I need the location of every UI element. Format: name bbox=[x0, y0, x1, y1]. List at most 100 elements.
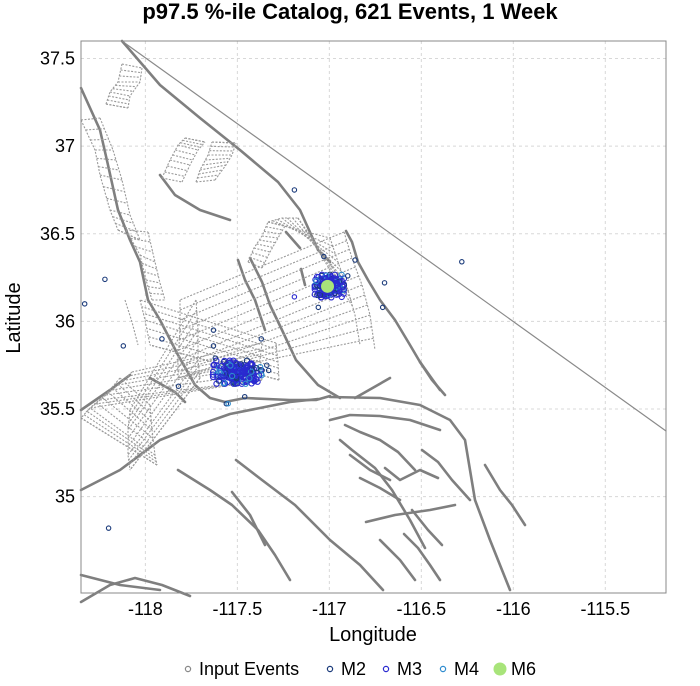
x-axis-ticks: -118 -117.5 -117 -116.5 -116 -115.5 bbox=[128, 599, 630, 619]
event-point-m3 bbox=[238, 368, 245, 375]
fault-zone-rung bbox=[80, 417, 158, 466]
x-axis-label: Longitude bbox=[329, 624, 417, 646]
fault-zone-rung bbox=[179, 231, 345, 301]
legend-marker-input-events bbox=[184, 665, 192, 673]
fault-zone-rung bbox=[99, 379, 263, 401]
event-point-m2 bbox=[264, 362, 270, 368]
fault-zone-rung bbox=[128, 319, 198, 424]
fault-zone-rung bbox=[127, 359, 199, 456]
fault-zone-rung bbox=[141, 262, 157, 270]
event-point-m3 bbox=[318, 271, 326, 278]
event-point-m3 bbox=[214, 374, 221, 381]
fault-zone-rung bbox=[109, 91, 131, 97]
fault-line bbox=[483, 463, 527, 527]
event-point-m2 bbox=[175, 383, 182, 389]
fault-zone-rung bbox=[125, 229, 149, 233]
fault-line bbox=[299, 267, 307, 287]
fault-zone-edge bbox=[161, 137, 186, 179]
fault-line bbox=[410, 508, 444, 547]
fault-zone-edge bbox=[127, 409, 131, 471]
boundary-line bbox=[121, 40, 667, 432]
fault-zone-rung bbox=[172, 154, 193, 161]
fault-zone-rung bbox=[108, 95, 130, 101]
fault-zone-rung bbox=[253, 247, 271, 253]
fault-line bbox=[358, 476, 402, 502]
event-point-m4 bbox=[246, 375, 253, 382]
fault-zone-edge bbox=[261, 225, 286, 269]
event-point-m2 bbox=[81, 301, 88, 307]
fault-zone-rung bbox=[247, 261, 263, 269]
event-point-m2 bbox=[331, 289, 338, 297]
event-point-m2 bbox=[459, 259, 465, 265]
fault-zone-rung bbox=[127, 348, 262, 377]
fault-zone-rung bbox=[199, 164, 227, 171]
event-point-m2 bbox=[344, 273, 351, 279]
fault-zone-rung bbox=[167, 165, 188, 172]
legend-label: M2 bbox=[341, 659, 366, 679]
event-point-m4 bbox=[313, 278, 320, 285]
fault-zone-rung bbox=[122, 353, 261, 382]
y-tick-label: 37.5 bbox=[40, 49, 75, 69]
event-points bbox=[81, 187, 465, 531]
event-point-m4 bbox=[225, 400, 231, 407]
fault-zone-rung bbox=[249, 256, 265, 264]
fault-zone-rung bbox=[107, 391, 153, 431]
grid-lines bbox=[81, 41, 666, 593]
fault-zone-rung bbox=[115, 382, 152, 414]
fault-zone-rung bbox=[128, 309, 198, 417]
event-point-m3 bbox=[339, 283, 347, 291]
event-point-m2 bbox=[223, 400, 230, 407]
fault-line bbox=[284, 230, 302, 250]
fault-line bbox=[234, 458, 385, 592]
fault-zone-rung bbox=[127, 339, 199, 439]
legend-marker-m2 bbox=[326, 665, 334, 673]
fault-zone-rung bbox=[105, 103, 129, 109]
event-point-m3 bbox=[242, 364, 250, 371]
event-point-m2 bbox=[291, 187, 298, 193]
fault-zone-rung bbox=[111, 366, 261, 391]
fault-zone-rung bbox=[149, 292, 164, 295]
fault-zone-rung bbox=[198, 169, 223, 175]
fault-zone-rung bbox=[211, 141, 237, 144]
fault-zone-rung bbox=[127, 329, 199, 431]
event-point-m2 bbox=[210, 343, 217, 349]
fault-zone-rung bbox=[121, 63, 143, 69]
fault-zone-edge bbox=[214, 142, 237, 181]
fault-zone-rung bbox=[86, 410, 156, 459]
event-point-m6 bbox=[321, 279, 335, 293]
fault-zone-rung bbox=[147, 286, 162, 290]
fault-line bbox=[230, 490, 267, 547]
event-point-m4 bbox=[228, 372, 236, 380]
event-point-m2 bbox=[210, 327, 217, 333]
event-point-m3 bbox=[217, 373, 224, 381]
fault-zone-rung bbox=[202, 161, 229, 166]
legend-label: M3 bbox=[397, 659, 422, 679]
event-point-m2 bbox=[379, 304, 386, 311]
fault-zone-rung bbox=[117, 229, 141, 241]
fault-zone-edge bbox=[195, 141, 213, 183]
event-point-m3 bbox=[211, 361, 218, 368]
event-point-m3 bbox=[253, 376, 260, 383]
legend: Input Events M2 M3 M4 M6 bbox=[184, 659, 536, 679]
fault-zone-rung bbox=[139, 254, 156, 263]
fault-zone-rung bbox=[135, 246, 153, 253]
event-point-m3 bbox=[328, 294, 335, 301]
x-tick-label: -116.5 bbox=[396, 599, 446, 619]
fault-line bbox=[79, 573, 162, 592]
event-point-m3 bbox=[228, 370, 235, 377]
fault-zone-rung bbox=[197, 174, 219, 179]
event-point-m3 bbox=[228, 366, 235, 373]
fault-zone-rung bbox=[107, 99, 129, 105]
fault-line bbox=[79, 397, 320, 492]
x-tick-label: -116 bbox=[496, 599, 531, 619]
fault-zone-rung bbox=[139, 299, 277, 344]
legend-marker-m3 bbox=[382, 665, 390, 673]
event-point-m2 bbox=[241, 393, 248, 400]
fault-zone-rung bbox=[277, 218, 336, 255]
event-point-m3 bbox=[209, 373, 217, 381]
fault-zone-rung bbox=[95, 402, 155, 448]
fault-zone-rung bbox=[112, 216, 134, 224]
event-point-m2 bbox=[381, 280, 388, 286]
event-point-m3 bbox=[248, 380, 255, 387]
